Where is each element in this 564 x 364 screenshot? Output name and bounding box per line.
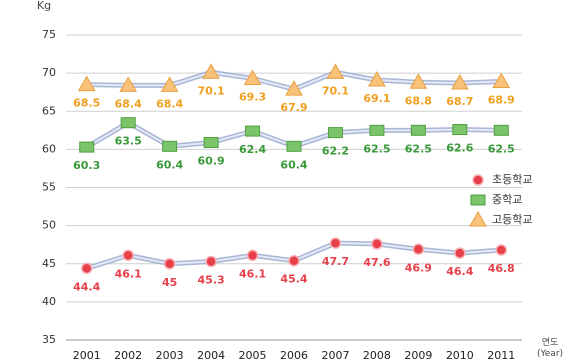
marker xyxy=(163,258,176,270)
value-label: 62.5 xyxy=(488,142,515,155)
value-label: 68.4 xyxy=(115,97,142,110)
x-tick-label: 2001 xyxy=(73,349,101,362)
marker xyxy=(246,249,259,262)
marker xyxy=(243,69,262,85)
marker xyxy=(160,76,179,92)
marker xyxy=(369,124,385,136)
value-label: 70.1 xyxy=(322,84,349,97)
x-tick-label: 2004 xyxy=(197,349,225,362)
marker xyxy=(120,117,136,129)
value-label: 47.6 xyxy=(363,256,390,269)
value-label: 68.8 xyxy=(405,94,432,107)
marker xyxy=(371,238,383,250)
marker xyxy=(245,125,261,137)
marker xyxy=(285,80,303,96)
value-label: 45.3 xyxy=(198,273,225,286)
y-tick-label: 65 xyxy=(42,104,56,117)
value-label: 44.4 xyxy=(73,280,100,293)
value-label: 67.9 xyxy=(280,101,307,114)
marker xyxy=(326,63,345,79)
x-tick-label: 2003 xyxy=(156,349,184,362)
value-label: 70.1 xyxy=(198,84,225,97)
marker xyxy=(77,75,96,92)
marker xyxy=(119,76,138,92)
y-tick-label: 60 xyxy=(42,142,56,155)
marker xyxy=(329,237,342,249)
value-label: 45.4 xyxy=(280,273,307,286)
value-label: 68.7 xyxy=(446,95,473,108)
x-tick-label: 2008 xyxy=(363,349,391,362)
marker xyxy=(79,141,95,153)
value-label: 60.3 xyxy=(73,159,100,172)
marker xyxy=(122,249,134,262)
marker xyxy=(492,72,511,89)
x-tick-label: 2011 xyxy=(487,349,515,362)
marker xyxy=(288,254,300,267)
value-label: 62.6 xyxy=(446,142,473,155)
value-label: 47.7 xyxy=(322,255,349,268)
x-tick-label: 2007 xyxy=(321,349,349,362)
y-tick-label: 35 xyxy=(42,333,56,346)
marker xyxy=(472,174,484,186)
value-label: 60.4 xyxy=(156,158,183,171)
y-tick-label: 50 xyxy=(42,219,56,232)
value-label: 46.1 xyxy=(239,267,266,280)
marker xyxy=(450,74,469,90)
marker xyxy=(327,127,343,139)
marker xyxy=(493,124,509,136)
legend-label: 중학교 xyxy=(492,193,522,206)
marker xyxy=(205,255,217,268)
marker xyxy=(162,140,178,152)
value-label: 68.5 xyxy=(73,97,100,110)
value-label: 62.5 xyxy=(363,142,390,155)
value-label: 68.9 xyxy=(488,94,515,107)
y-tick-label: 75 xyxy=(42,28,56,41)
x-tick-label: 2002 xyxy=(114,349,142,362)
value-label: 63.5 xyxy=(115,135,142,148)
marker xyxy=(469,210,487,227)
marker xyxy=(452,124,468,136)
marker xyxy=(410,124,426,136)
y-tick-label: 45 xyxy=(42,257,56,270)
y-tick-label: 70 xyxy=(42,66,56,79)
value-label: 46.4 xyxy=(446,265,473,278)
x-axis-label: 연도 (Year) xyxy=(536,338,564,359)
value-label: 62.5 xyxy=(405,142,432,155)
value-label: 46.1 xyxy=(115,267,142,280)
marker xyxy=(286,140,302,152)
marker xyxy=(409,73,428,89)
value-label: 62.4 xyxy=(239,143,266,156)
value-label: 45 xyxy=(162,276,177,289)
marker xyxy=(495,244,508,256)
x-tick-label: 2005 xyxy=(239,349,267,362)
marker xyxy=(470,194,486,206)
value-label: 46.9 xyxy=(405,261,432,274)
value-label: 60.9 xyxy=(198,155,225,168)
marker xyxy=(202,63,220,79)
x-tick-label: 2006 xyxy=(280,349,308,362)
marker xyxy=(368,70,386,87)
value-label: 68.4 xyxy=(156,97,183,110)
marker xyxy=(203,137,219,149)
legend-label: 초등학교 xyxy=(492,173,532,186)
x-tick-label: 2009 xyxy=(404,349,432,362)
legend-label: 고등학교 xyxy=(492,213,532,226)
marker xyxy=(454,247,466,259)
value-label: 69.3 xyxy=(239,90,266,103)
y-tick-label: 55 xyxy=(42,181,56,194)
x-tick-label: 2010 xyxy=(446,349,474,362)
value-label: 46.8 xyxy=(488,262,515,275)
marker xyxy=(412,243,425,256)
y-axis-label: Kg xyxy=(37,0,51,12)
value-label: 60.4 xyxy=(280,158,307,171)
value-label: 62.2 xyxy=(322,145,349,158)
marker xyxy=(80,262,93,275)
y-tick-label: 40 xyxy=(42,295,56,308)
value-label: 69.1 xyxy=(363,92,390,105)
